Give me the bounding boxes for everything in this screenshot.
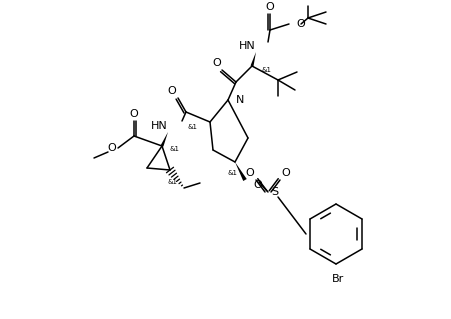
Text: &1: &1 xyxy=(188,124,198,130)
Text: O: O xyxy=(129,109,138,119)
Text: O: O xyxy=(212,58,221,68)
Polygon shape xyxy=(235,162,247,181)
Text: &1: &1 xyxy=(228,170,238,176)
Text: O: O xyxy=(107,143,116,153)
Text: O: O xyxy=(168,86,176,96)
Polygon shape xyxy=(161,132,168,147)
Text: &1: &1 xyxy=(167,179,177,185)
Text: N: N xyxy=(236,95,244,105)
Text: O: O xyxy=(253,180,262,190)
Polygon shape xyxy=(251,52,256,66)
Text: O: O xyxy=(281,168,290,178)
Text: HN: HN xyxy=(151,121,168,131)
Text: Br: Br xyxy=(332,274,344,284)
Text: &1: &1 xyxy=(169,146,179,152)
Text: HN: HN xyxy=(239,41,256,51)
Text: O: O xyxy=(246,168,254,178)
Text: O: O xyxy=(296,19,305,29)
Text: &1: &1 xyxy=(261,67,271,73)
Text: S: S xyxy=(272,187,279,197)
Text: O: O xyxy=(266,2,274,12)
